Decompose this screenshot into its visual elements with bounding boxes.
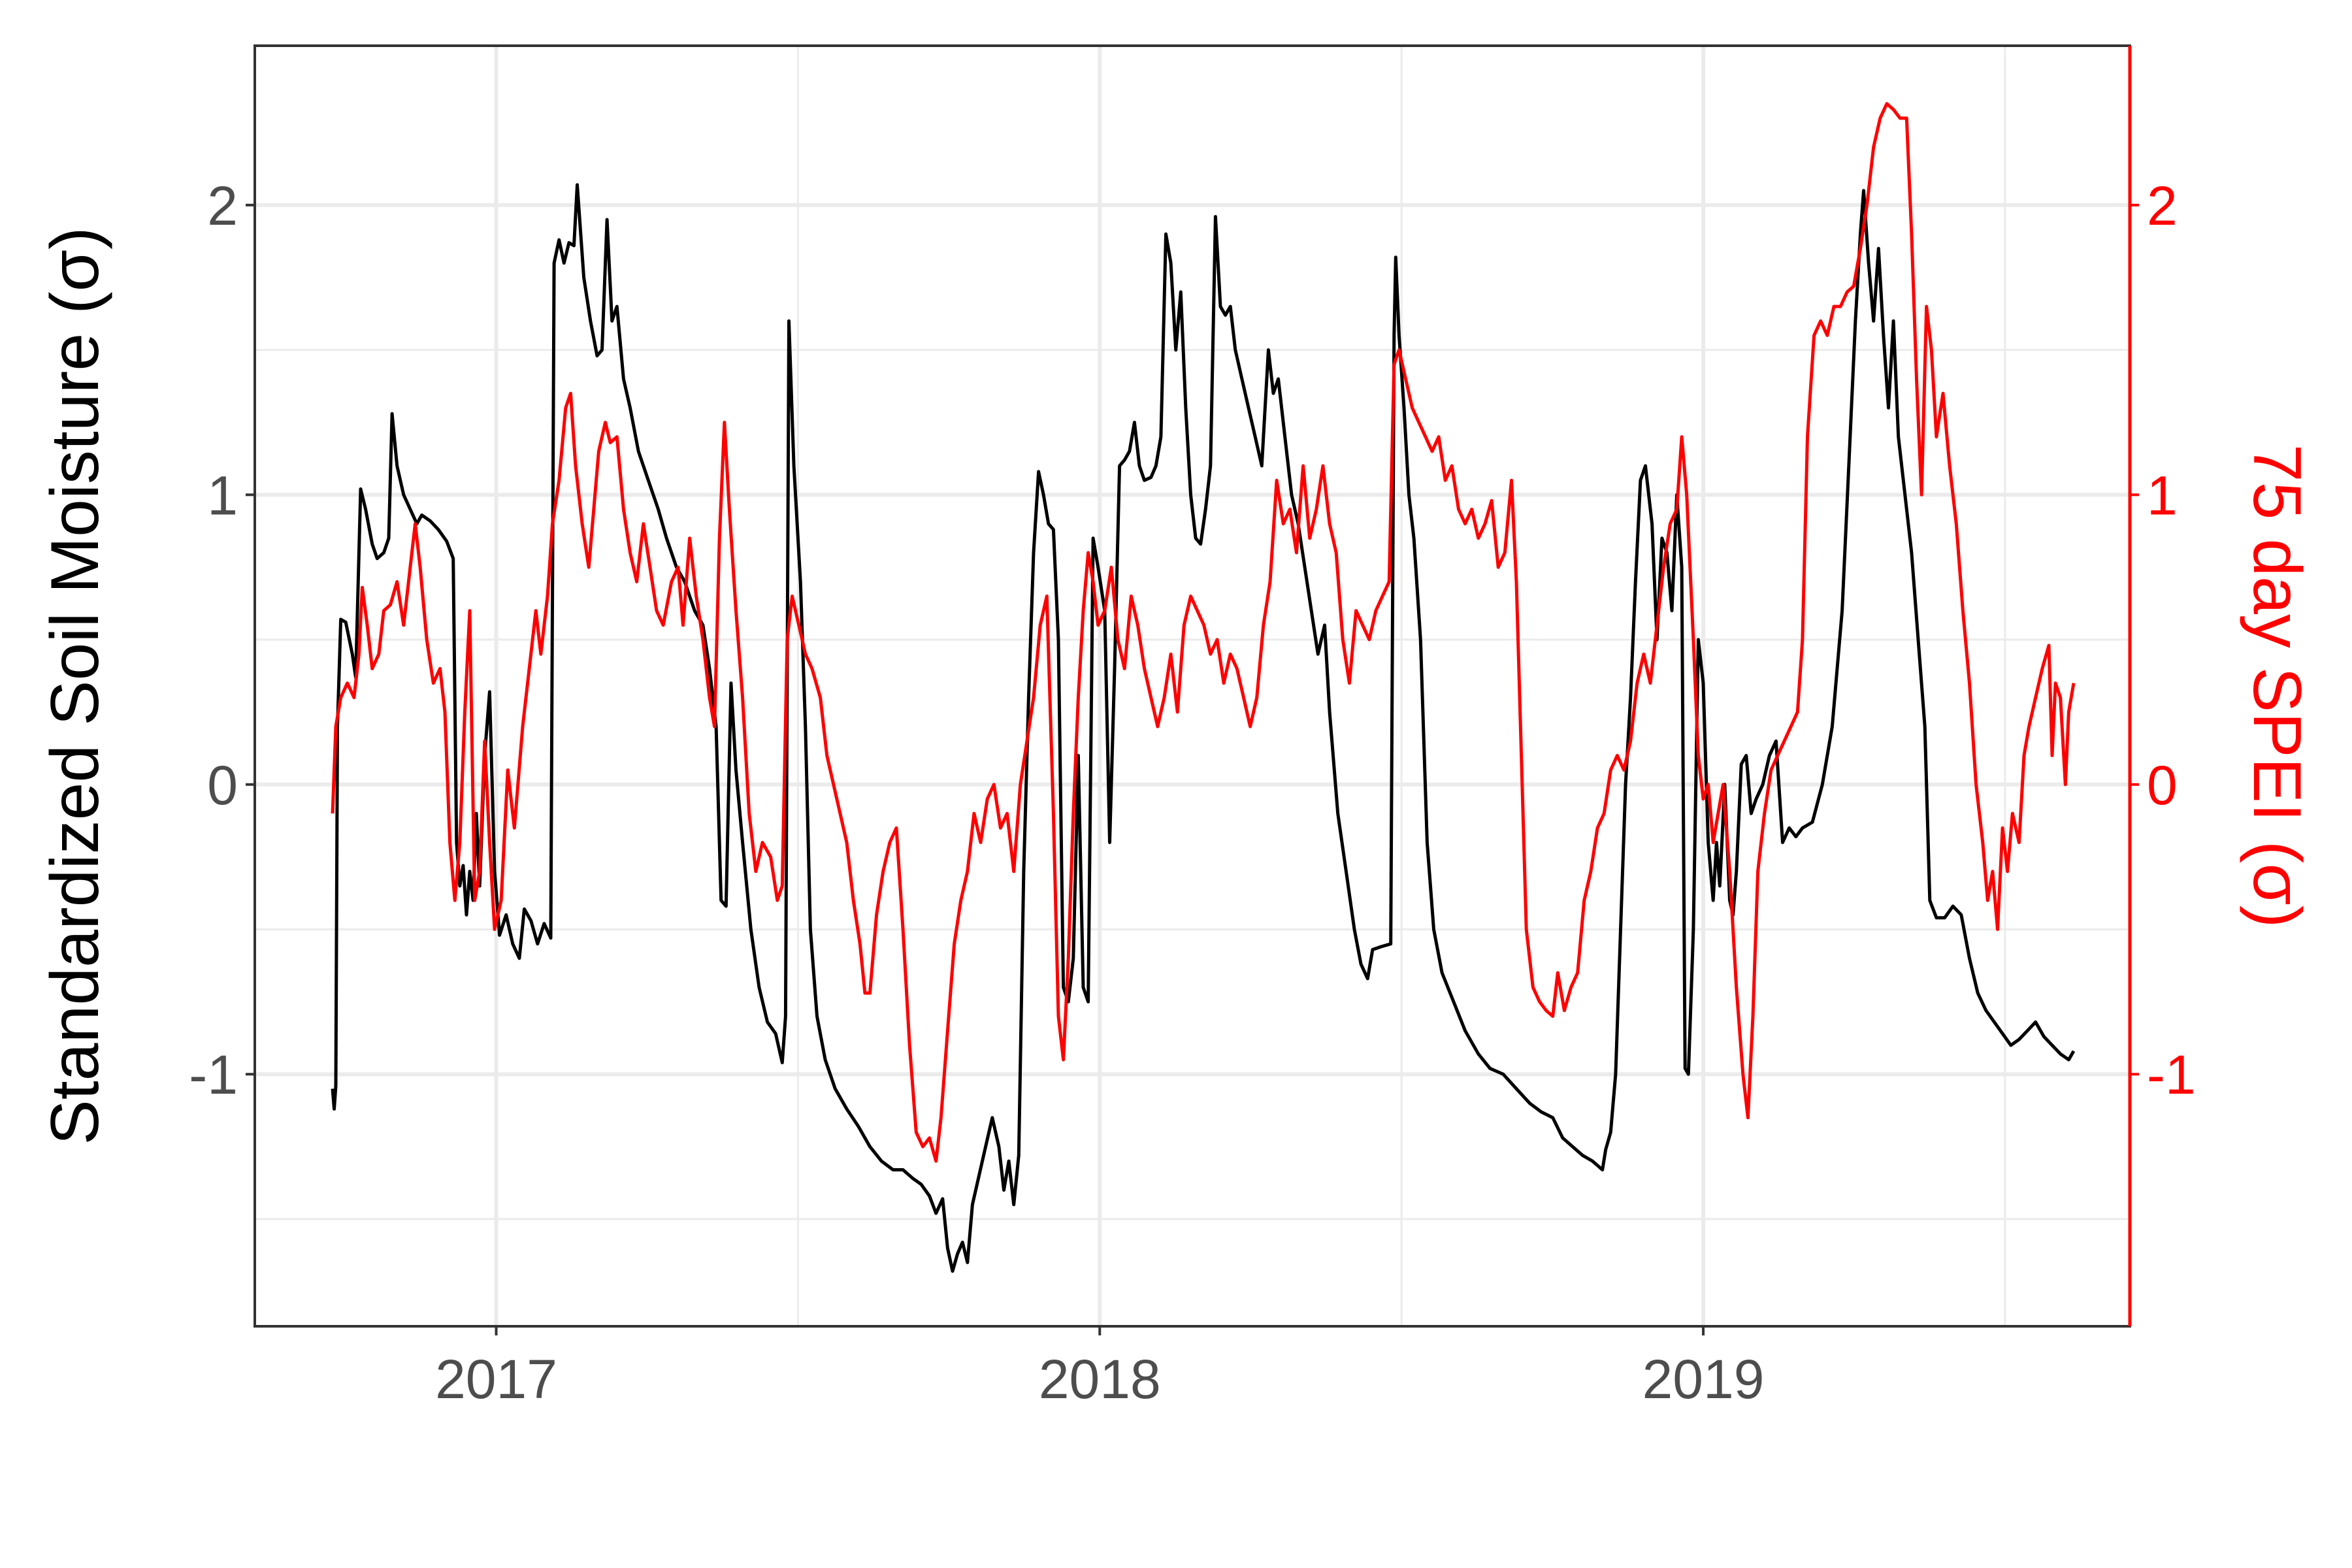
left-axis-title: Standardized Soil Moisture (σ) (37, 227, 113, 1145)
right-tick-label: -1 (2147, 1044, 2196, 1105)
right-tick-label: 1 (2147, 465, 2178, 526)
x-tick-label: 2018 (1039, 1348, 1161, 1410)
x-axis: 2017 2018 2019 (435, 1326, 1764, 1410)
right-tick-label: 0 (2147, 755, 2178, 816)
left-tick-label: 1 (207, 465, 238, 526)
right-tick-label: 2 (2147, 175, 2178, 237)
left-tick-label: 0 (207, 755, 238, 816)
right-y-axis: -1 0 1 2 (2128, 46, 2196, 1326)
left-y-axis: -1 0 1 2 (189, 175, 255, 1105)
plot-background (255, 46, 2130, 1326)
left-tick-label: -1 (189, 1044, 238, 1105)
left-tick-label: 2 (207, 175, 238, 237)
right-axis-title: 75 day SPEI (σ) (2239, 444, 2315, 928)
x-tick-label: 2017 (435, 1348, 557, 1410)
data-series (331, 102, 2076, 1273)
x-tick-label: 2019 (1642, 1348, 1765, 1410)
series-line-spei (331, 102, 2076, 1163)
series-line-soil-moisture (331, 183, 2076, 1273)
